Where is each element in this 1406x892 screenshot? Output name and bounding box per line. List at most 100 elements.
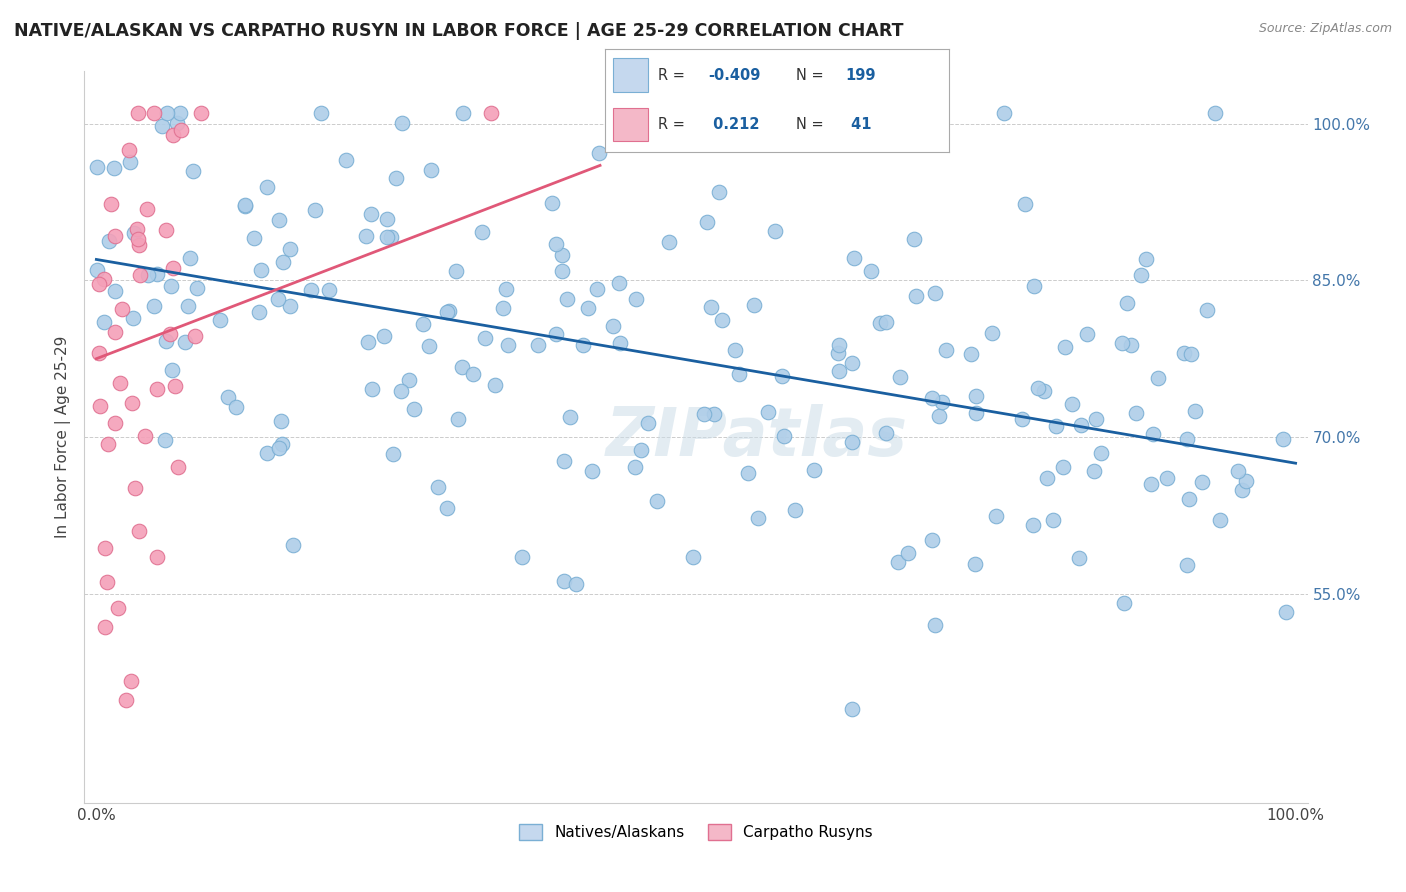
Point [87,345,110,359]
Point [125,222,148,236]
Point [146,382,169,396]
Point [166,116,188,130]
Point [104,284,127,298]
Text: NATIVE/ALASKAN VS CARPATHO RUSYN IN LABOR FORCE | AGE 25-29 CORRELATION CHART: NATIVE/ALASKAN VS CARPATHO RUSYN IN LABO… [14,22,904,40]
Point [86,160,108,174]
Point [479,106,502,120]
Point [928,409,950,423]
Point [1197,302,1219,317]
Point [1236,475,1258,489]
Point [889,369,911,384]
Text: -0.409: -0.409 [709,68,761,83]
Point [179,251,201,265]
Point [451,106,474,120]
Point [474,331,496,345]
Point [921,533,943,547]
Point [97,234,120,248]
Legend: Natives/Alaskans, Carpatho Rusyns: Natives/Alaskans, Carpatho Rusyns [513,818,879,847]
Point [169,106,191,120]
Point [280,242,302,256]
Point [444,264,467,278]
Point [93,620,115,634]
Point [120,673,142,688]
Point [143,106,166,120]
Point [436,500,458,515]
Point [875,426,897,441]
Point [250,263,273,277]
Point [724,343,747,357]
Point [186,281,208,295]
Point [93,315,115,329]
Point [1045,418,1067,433]
Point [267,292,290,306]
Bar [613,108,648,141]
Text: ZIPatlas: ZIPatlas [606,404,908,470]
Point [418,339,440,353]
Point [146,267,169,281]
Point [281,538,304,552]
Point [128,268,150,282]
Point [728,367,751,381]
Point [1070,417,1092,432]
Point [402,401,425,416]
Point [1177,492,1199,507]
Point [335,153,357,167]
Point [553,574,575,589]
Point [770,368,793,383]
Point [233,199,256,213]
Point [115,693,138,707]
Point [373,329,395,343]
Point [118,155,141,169]
Point [118,144,141,158]
Point [318,283,340,297]
Point [278,299,301,313]
Point [571,337,593,351]
Point [981,326,1004,340]
Point [107,601,129,615]
Point [1067,550,1090,565]
Point [111,301,134,316]
Point [167,460,190,475]
Point [546,237,568,252]
Point [551,248,574,262]
Point [581,464,603,478]
Text: R =: R = [658,117,689,132]
Point [544,327,567,342]
Point [357,335,380,350]
Point [155,223,177,237]
Point [711,312,734,326]
Point [173,334,195,349]
Point [426,480,449,494]
Point [763,225,786,239]
Point [657,235,679,250]
Text: 0.212: 0.212 [709,117,759,132]
Point [693,407,716,421]
Point [1116,295,1139,310]
Point [1209,513,1232,527]
Point [304,202,326,217]
Point [1184,404,1206,418]
Point [1142,426,1164,441]
Point [565,577,588,591]
Point [1014,197,1036,211]
Point [1062,397,1084,411]
Point [375,229,398,244]
Point [165,379,187,393]
Point [461,367,484,381]
Point [1175,558,1198,572]
Point [588,146,610,161]
Point [153,434,176,448]
Point [162,260,184,275]
Point [87,277,110,291]
Point [271,255,294,269]
Point [827,345,849,359]
Text: N =: N = [796,68,828,83]
Text: Source: ZipAtlas.com: Source: ZipAtlas.com [1258,22,1392,36]
Point [1042,513,1064,527]
Text: N =: N = [796,117,828,132]
Text: R =: R = [658,68,689,83]
Point [924,618,946,632]
Point [869,316,891,330]
Point [1227,464,1250,478]
Point [637,416,659,430]
